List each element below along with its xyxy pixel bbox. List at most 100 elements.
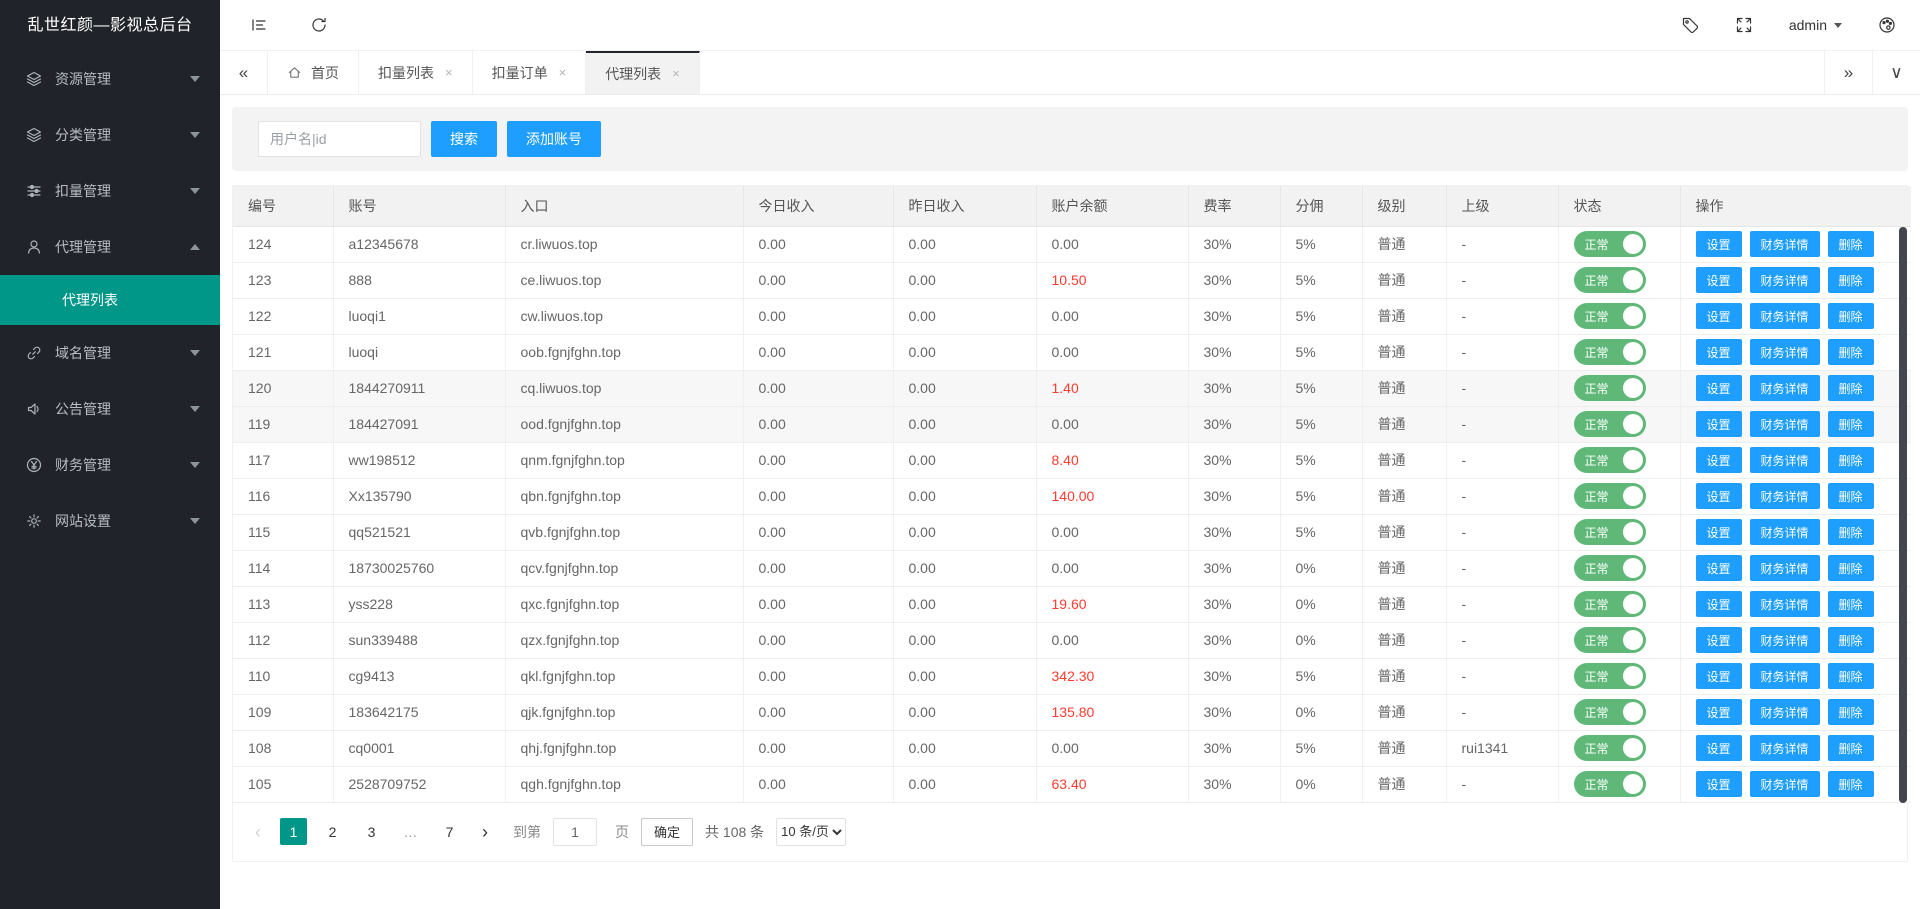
settings-button[interactable]: 设置 — [1695, 339, 1742, 365]
settings-button[interactable]: 设置 — [1695, 231, 1742, 257]
delete-button[interactable]: 删除 — [1827, 591, 1874, 617]
finance-detail-button[interactable]: 财务详情 — [1749, 555, 1820, 581]
page-prev-button[interactable]: ‹ — [255, 821, 261, 842]
sidebar-item-3[interactable]: 代理管理 — [0, 219, 220, 275]
settings-button[interactable]: 设置 — [1695, 591, 1742, 617]
status-toggle[interactable]: 正常 — [1573, 699, 1646, 725]
status-toggle[interactable]: 正常 — [1573, 519, 1646, 545]
finance-detail-button[interactable]: 财务详情 — [1749, 735, 1820, 761]
delete-button[interactable]: 删除 — [1827, 483, 1874, 509]
settings-button[interactable]: 设置 — [1695, 411, 1742, 437]
finance-detail-button[interactable]: 财务详情 — [1749, 231, 1820, 257]
search-input[interactable] — [258, 121, 421, 157]
tag-icon[interactable] — [1681, 16, 1699, 34]
status-toggle[interactable]: 正常 — [1573, 627, 1646, 653]
settings-button[interactable]: 设置 — [1695, 303, 1742, 329]
delete-button[interactable]: 删除 — [1827, 339, 1874, 365]
status-toggle[interactable]: 正常 — [1573, 771, 1646, 797]
search-button[interactable]: 搜索 — [431, 121, 497, 157]
delete-button[interactable]: 删除 — [1827, 627, 1874, 653]
finance-detail-button[interactable]: 财务详情 — [1749, 663, 1820, 689]
close-icon[interactable]: × — [672, 66, 680, 81]
user-menu[interactable]: admin — [1789, 17, 1842, 33]
page-jump-input[interactable] — [553, 817, 597, 846]
delete-button[interactable]: 删除 — [1827, 771, 1874, 797]
settings-button[interactable]: 设置 — [1695, 519, 1742, 545]
delete-button[interactable]: 删除 — [1827, 555, 1874, 581]
status-toggle[interactable]: 正常 — [1573, 339, 1646, 365]
status-toggle[interactable]: 正常 — [1573, 663, 1646, 689]
delete-button[interactable]: 删除 — [1827, 411, 1874, 437]
settings-button[interactable]: 设置 — [1695, 447, 1742, 473]
status-toggle[interactable]: 正常 — [1573, 735, 1646, 761]
finance-detail-button[interactable]: 财务详情 — [1749, 483, 1820, 509]
theme-palette-icon[interactable] — [1878, 16, 1896, 34]
status-toggle[interactable]: 正常 — [1573, 303, 1646, 329]
page-button-2[interactable]: 2 — [328, 823, 337, 840]
page-button-7[interactable]: 7 — [445, 823, 454, 840]
settings-button[interactable]: 设置 — [1695, 771, 1742, 797]
status-toggle[interactable]: 正常 — [1573, 447, 1646, 473]
add-account-button[interactable]: 添加账号 — [507, 121, 601, 157]
confirm-button[interactable]: 确定 — [641, 817, 694, 846]
sidebar-item-1[interactable]: 分类管理 — [0, 107, 220, 163]
status-toggle[interactable]: 正常 — [1573, 555, 1646, 581]
finance-detail-button[interactable]: 财务详情 — [1749, 627, 1820, 653]
delete-button[interactable]: 删除 — [1827, 663, 1874, 689]
delete-button[interactable]: 删除 — [1827, 735, 1874, 761]
tab-2[interactable]: 扣量订单 × — [473, 51, 587, 94]
settings-button[interactable]: 设置 — [1695, 483, 1742, 509]
status-toggle[interactable]: 正常 — [1573, 411, 1646, 437]
tab-3[interactable]: 代理列表 × — [586, 51, 700, 94]
close-icon[interactable]: × — [558, 65, 567, 80]
status-toggle[interactable]: 正常 — [1573, 231, 1646, 257]
finance-detail-button[interactable]: 财务详情 — [1749, 591, 1820, 617]
delete-button[interactable]: 删除 — [1827, 519, 1874, 545]
collapse-menu-icon[interactable] — [250, 16, 268, 34]
sidebar-item-4[interactable]: 域名管理 — [0, 325, 220, 381]
sidebar-item-2[interactable]: 扣量管理 — [0, 163, 220, 219]
settings-button[interactable]: 设置 — [1695, 663, 1742, 689]
per-page-select[interactable]: 10 条/页 — [776, 817, 847, 846]
delete-button[interactable]: 删除 — [1827, 699, 1874, 725]
tabs-scroll-right-button[interactable]: » — [1824, 51, 1872, 94]
table-scrollbar-thumb[interactable] — [1899, 227, 1907, 803]
refresh-icon[interactable] — [310, 16, 328, 34]
page-button-1[interactable]: 1 — [280, 818, 307, 845]
settings-button[interactable]: 设置 — [1695, 627, 1742, 653]
finance-detail-button[interactable]: 财务详情 — [1749, 339, 1820, 365]
status-toggle[interactable]: 正常 — [1573, 267, 1646, 293]
sidebar-subitem-3-0[interactable]: 代理列表 — [0, 275, 220, 325]
sidebar-item-0[interactable]: 资源管理 — [0, 51, 220, 107]
status-toggle[interactable]: 正常 — [1573, 483, 1646, 509]
finance-detail-button[interactable]: 财务详情 — [1749, 771, 1820, 797]
tabs-scroll-left-button[interactable]: « — [220, 51, 268, 94]
page-button-3[interactable]: 3 — [367, 823, 376, 840]
settings-button[interactable]: 设置 — [1695, 267, 1742, 293]
status-toggle[interactable]: 正常 — [1573, 375, 1646, 401]
finance-detail-button[interactable]: 财务详情 — [1749, 699, 1820, 725]
settings-button[interactable]: 设置 — [1695, 735, 1742, 761]
settings-button[interactable]: 设置 — [1695, 699, 1742, 725]
tab-0[interactable]: 首页 — [268, 51, 359, 94]
sidebar-item-6[interactable]: 财务管理 — [0, 437, 220, 493]
fullscreen-icon[interactable] — [1735, 16, 1753, 34]
delete-button[interactable]: 删除 — [1827, 375, 1874, 401]
close-icon[interactable]: × — [445, 65, 453, 80]
settings-button[interactable]: 设置 — [1695, 375, 1742, 401]
tabs-menu-button[interactable]: ∨ — [1872, 51, 1920, 94]
table-scrollbar[interactable] — [1899, 227, 1907, 803]
status-toggle[interactable]: 正常 — [1573, 591, 1646, 617]
finance-detail-button[interactable]: 财务详情 — [1749, 303, 1820, 329]
finance-detail-button[interactable]: 财务详情 — [1749, 519, 1820, 545]
finance-detail-button[interactable]: 财务详情 — [1749, 267, 1820, 293]
tab-1[interactable]: 扣量列表 × — [359, 51, 473, 94]
finance-detail-button[interactable]: 财务详情 — [1749, 375, 1820, 401]
sidebar-item-7[interactable]: 网站设置 — [0, 493, 220, 549]
delete-button[interactable]: 删除 — [1827, 447, 1874, 473]
finance-detail-button[interactable]: 财务详情 — [1749, 411, 1820, 437]
sidebar-item-5[interactable]: 公告管理 — [0, 381, 220, 437]
finance-detail-button[interactable]: 财务详情 — [1749, 447, 1820, 473]
delete-button[interactable]: 删除 — [1827, 231, 1874, 257]
page-next-button[interactable]: › — [482, 821, 488, 842]
